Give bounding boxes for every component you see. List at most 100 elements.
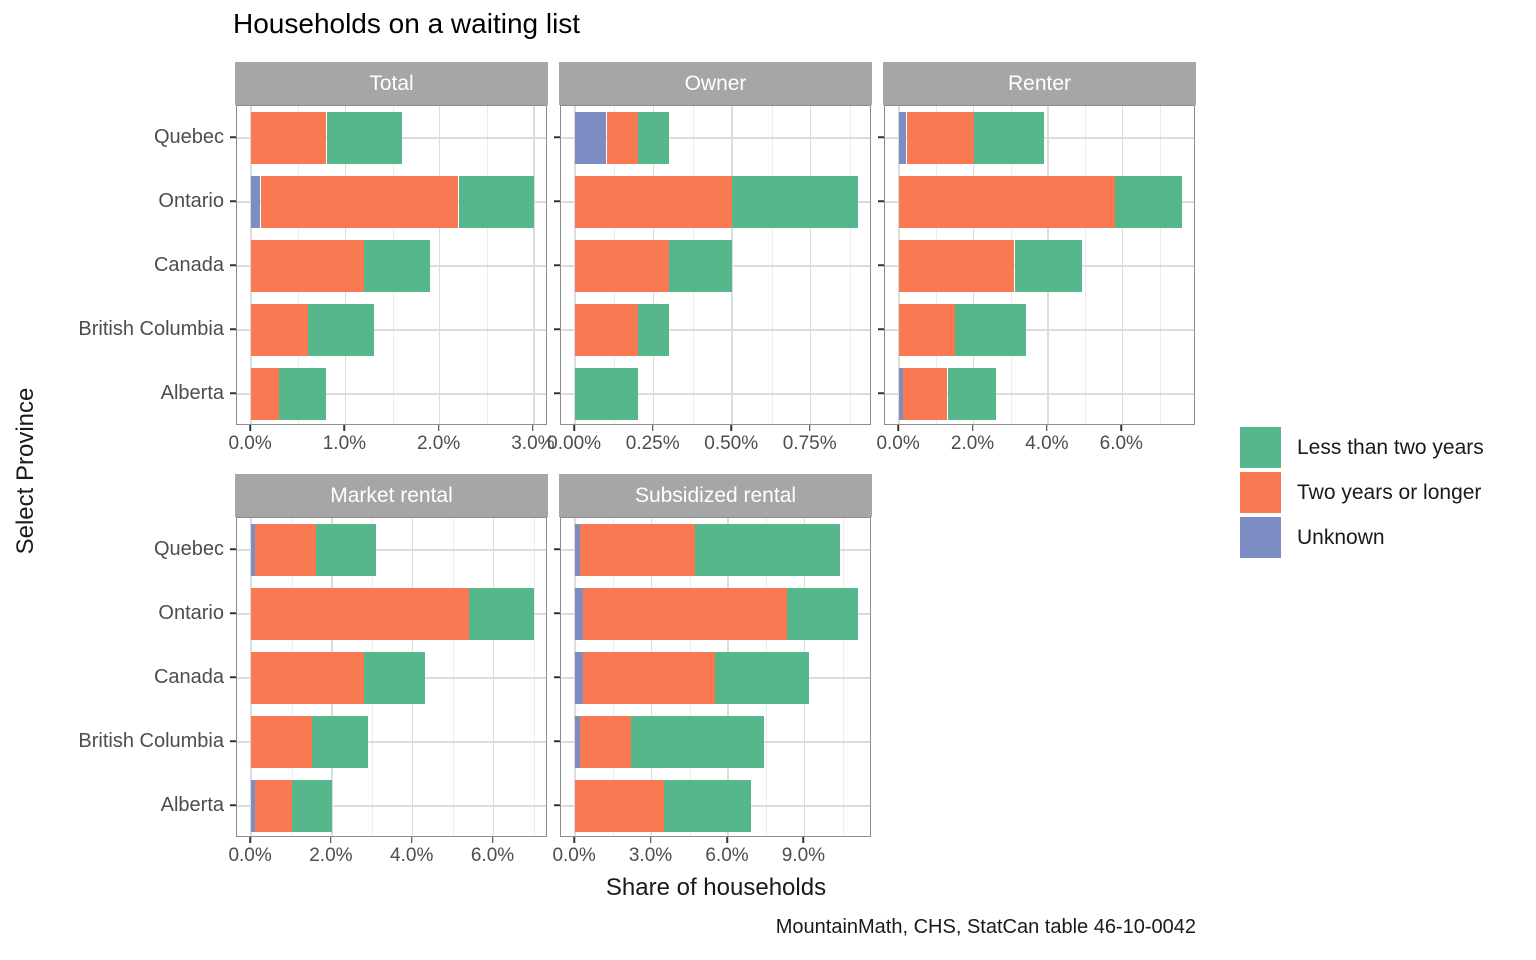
y-tick-mark: [878, 392, 884, 394]
bar-segment-two-years-or-longer: [899, 304, 955, 356]
bar-segment-two-years-or-longer: [582, 652, 716, 704]
y-tick-label: British Columbia: [78, 318, 224, 340]
y-tick-mark: [230, 328, 236, 330]
y-tick-mark: [554, 676, 560, 678]
x-tick-mark: [491, 837, 494, 843]
facet-strip-label: Total: [369, 71, 414, 95]
bar-segment-less-than-two-years: [973, 112, 1045, 164]
y-tick-label: Canada: [153, 254, 224, 276]
y-tick-label: Quebec: [153, 126, 224, 148]
gridline-horizontal: [885, 393, 1194, 395]
x-tick-label: 6.0%: [470, 845, 515, 866]
y-tick-mark: [878, 328, 884, 330]
y-tick-mark: [230, 548, 236, 550]
bar-segment-less-than-two-years: [1014, 240, 1082, 292]
gridline-horizontal: [237, 805, 546, 807]
x-tick-label: 0.0%: [228, 433, 272, 454]
bar-segment-less-than-two-years: [575, 368, 638, 420]
legend-item: Unknown: [1240, 517, 1484, 558]
gridline-horizontal: [885, 329, 1194, 331]
y-tick-label: Alberta: [160, 794, 224, 816]
y-tick-mark: [554, 548, 560, 550]
y-tick-label: Alberta: [160, 382, 224, 404]
y-tick-label: British Columbia: [78, 730, 224, 752]
bar-segment-two-years-or-longer: [251, 716, 312, 768]
bar-segment-two-years-or-longer: [582, 588, 787, 640]
x-tick-mark: [532, 425, 534, 431]
bar-segment-two-years-or-longer: [255, 780, 292, 832]
x-tick-mark: [1046, 425, 1048, 431]
x-tick-label: 2.0%: [309, 845, 353, 866]
facet-panel: [560, 517, 871, 837]
bar-segment-less-than-two-years: [1114, 176, 1182, 228]
x-tick-label: 0.0%: [876, 433, 920, 454]
gridline-major: [809, 106, 812, 424]
gridline-minor: [1085, 106, 1087, 424]
x-tick-mark: [726, 837, 728, 843]
bar-segment-unknown: [575, 652, 583, 704]
bar-segment-less-than-two-years: [732, 176, 858, 228]
x-tick-mark: [437, 425, 440, 431]
x-tick-label: 1.0%: [322, 433, 367, 454]
x-tick-mark: [808, 425, 811, 431]
x-tick-label: 4.0%: [1025, 433, 1069, 454]
bar-segment-two-years-or-longer: [899, 240, 1015, 292]
y-tick-mark: [554, 740, 560, 742]
x-tick-label: 6.0%: [1099, 433, 1143, 454]
gridline-minor: [486, 106, 488, 424]
legend-label: Unknown: [1297, 525, 1385, 549]
legend: Less than two years Two years or longer Un…: [1240, 427, 1484, 558]
facet-strip: Subsidized rental: [559, 474, 872, 517]
bar-segment-two-years-or-longer: [251, 652, 365, 704]
x-tick-mark: [573, 837, 575, 843]
x-tick-mark: [651, 425, 654, 431]
gridline-horizontal: [237, 741, 546, 743]
x-tick-label: 3.0%: [628, 845, 673, 866]
facet-strip: Renter: [883, 62, 1196, 105]
caption: MountainMath, CHS, StatCan table 46-10-0…: [775, 916, 1196, 938]
gridline-minor: [850, 106, 851, 424]
legend-item: Less than two years: [1240, 427, 1484, 468]
legend-swatch: [1240, 517, 1281, 558]
x-tick-label: 0.50%: [704, 433, 759, 454]
x-tick-label: 0.25%: [625, 433, 680, 454]
y-tick-mark: [878, 200, 884, 202]
bar-segment-two-years-or-longer: [251, 240, 365, 292]
gridline-minor: [1159, 106, 1161, 424]
bar-segment-less-than-two-years: [311, 716, 369, 768]
gridline-major: [731, 106, 733, 424]
bar-segment-unknown: [899, 368, 903, 420]
bar-segment-less-than-two-years: [947, 368, 996, 420]
y-tick-mark: [230, 392, 236, 394]
bar-segment-less-than-two-years: [326, 112, 402, 164]
x-tick-mark: [410, 837, 413, 843]
x-tick-label: 4.0%: [390, 845, 434, 866]
bar-segment-two-years-or-longer: [251, 112, 327, 164]
bar-segment-unknown: [575, 588, 583, 640]
x-tick-label: 0.0%: [552, 845, 596, 866]
y-tick-mark: [230, 264, 236, 266]
bar-segment-less-than-two-years: [469, 588, 534, 640]
bar-segment-unknown: [251, 176, 261, 228]
gridline-minor: [453, 518, 455, 836]
y-tick-label: Ontario: [158, 602, 224, 624]
bar-segment-less-than-two-years: [291, 780, 332, 832]
y-tick-mark: [230, 676, 236, 678]
legend-label: Two years or longer: [1297, 480, 1482, 504]
x-tick-mark: [802, 837, 805, 843]
y-tick-mark: [878, 136, 884, 138]
legend-item: Two years or longer: [1240, 472, 1484, 513]
bar-segment-two-years-or-longer: [260, 176, 459, 228]
y-tick-mark: [554, 804, 560, 806]
x-tick-mark: [971, 425, 974, 431]
x-tick-label: 0.00%: [547, 433, 602, 454]
bar-segment-less-than-two-years: [364, 652, 425, 704]
y-tick-mark: [230, 804, 236, 806]
bar-segment-two-years-or-longer: [575, 780, 665, 832]
bar-segment-two-years-or-longer: [251, 588, 470, 640]
x-tick-mark: [343, 425, 346, 431]
bar-segment-two-years-or-longer: [575, 176, 733, 228]
bar-segment-two-years-or-longer: [899, 176, 1115, 228]
bar-segment-two-years-or-longer: [906, 112, 974, 164]
